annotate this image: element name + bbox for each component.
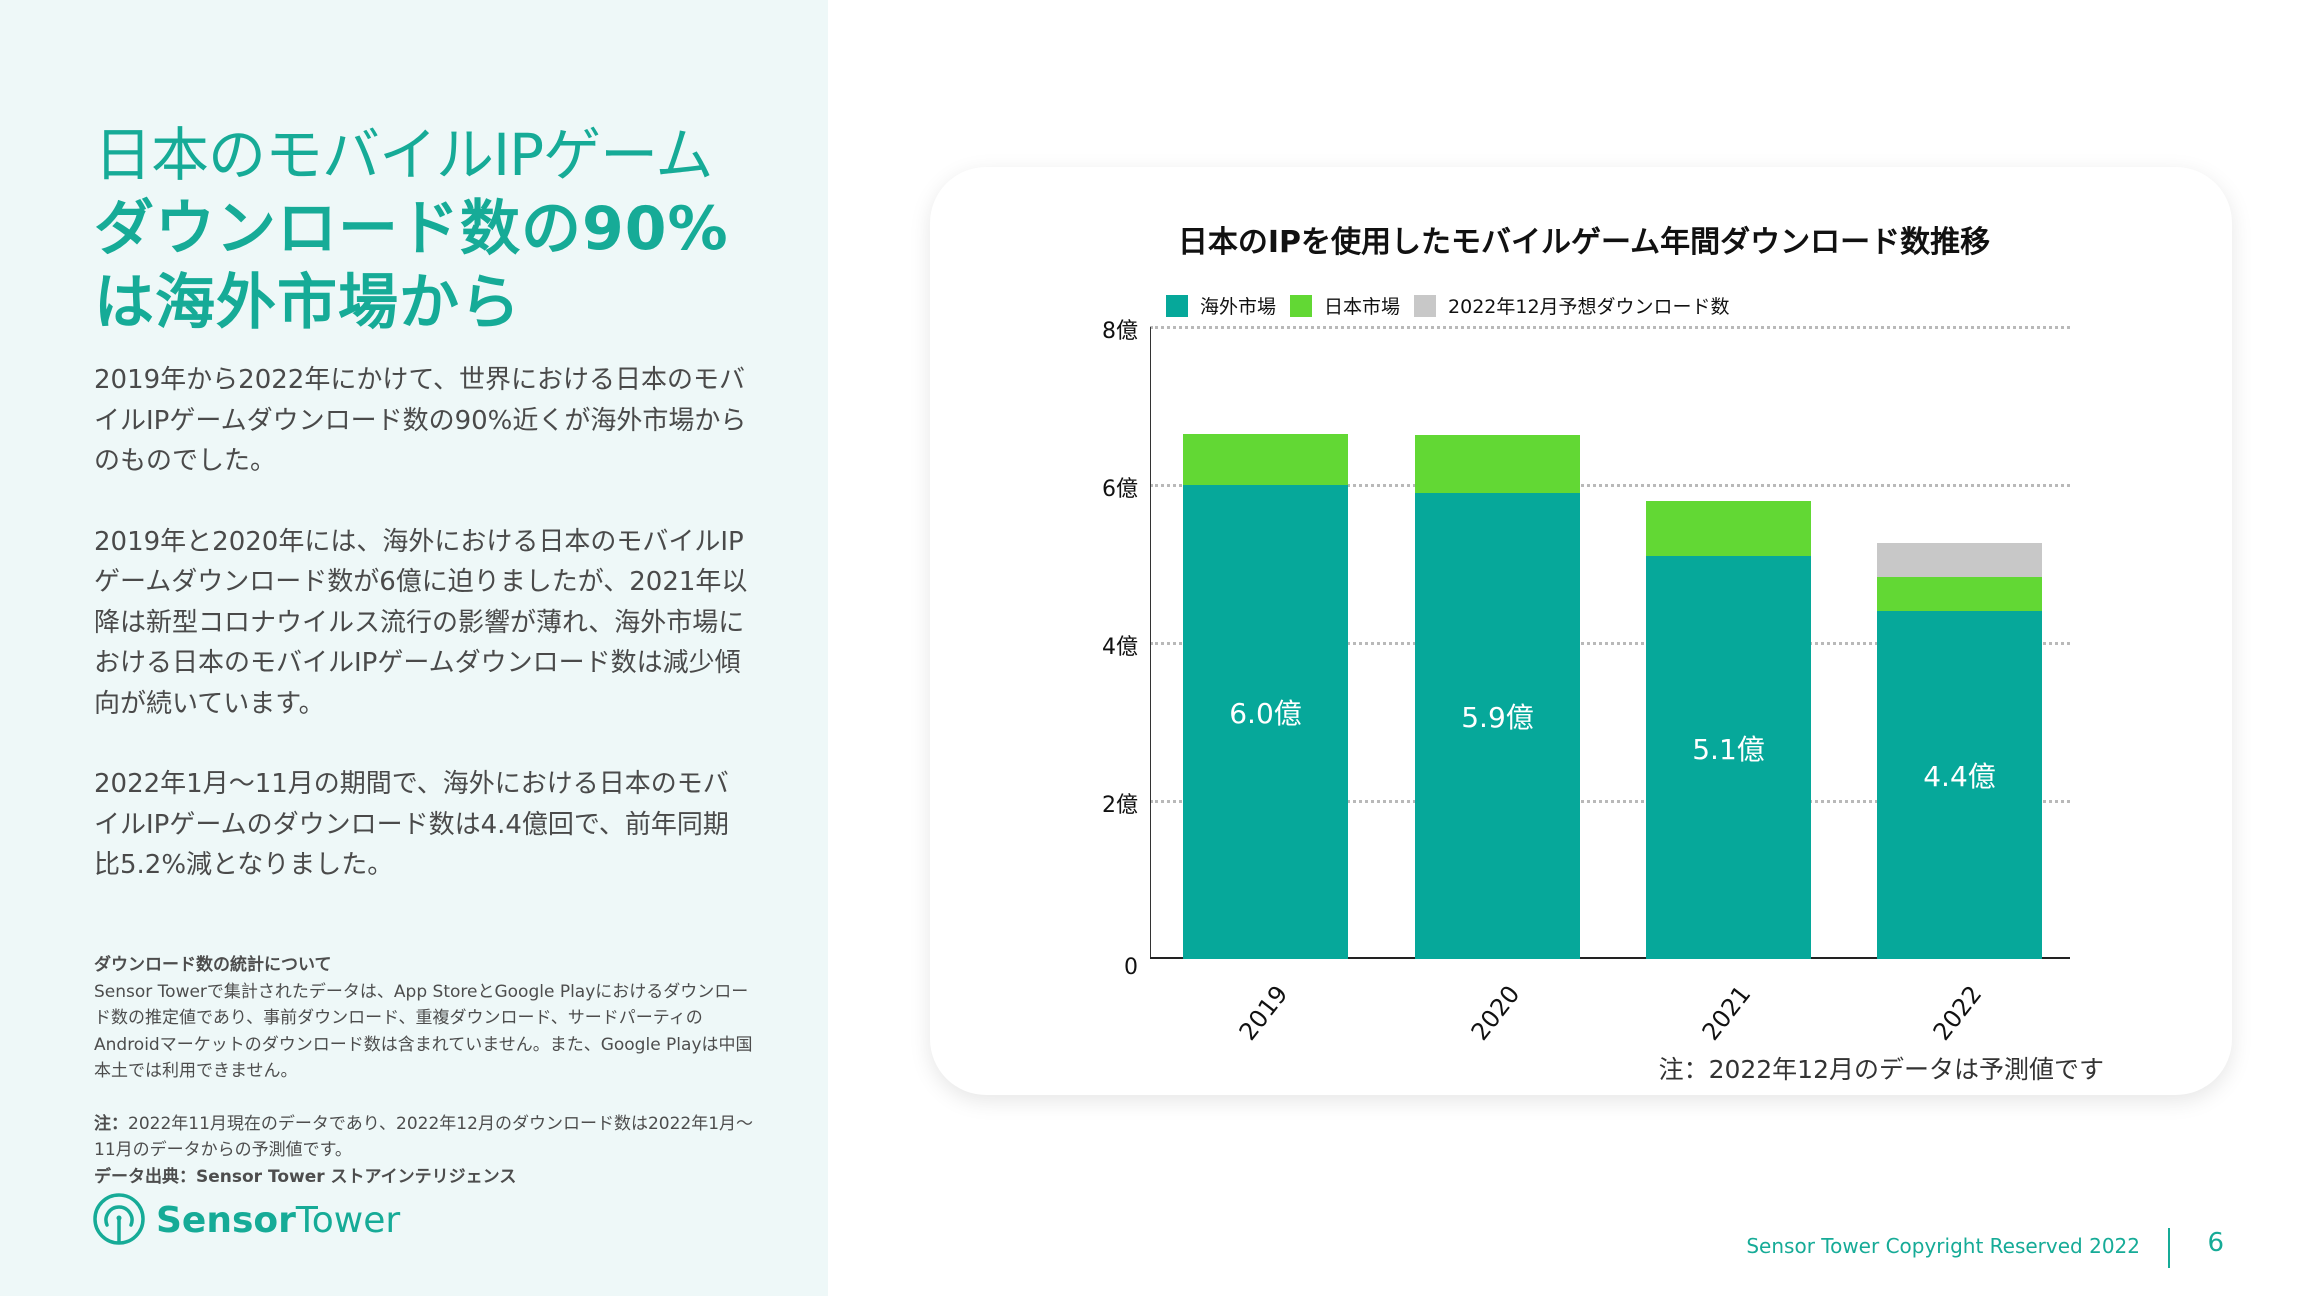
bar-segment-overseas xyxy=(1183,485,1348,959)
x-tick-label: 2019 xyxy=(1233,980,1294,1046)
bar-segment-overseas xyxy=(1646,556,1811,959)
bar-segment-japan xyxy=(1183,434,1348,485)
gridline xyxy=(1150,484,2070,487)
bar-2019: 6.0億 xyxy=(1183,434,1348,959)
notes: ダウンロード数の統計について Sensor Towerで集計されたデータは、Ap… xyxy=(94,952,754,1190)
page-number: 6 xyxy=(2207,1228,2224,1258)
logo-text-bold: Sensor xyxy=(156,1200,296,1241)
notes-forecast-note: 注：2022年11月現在のデータであり、2022年12月のダウンロード数は202… xyxy=(94,1111,754,1164)
y-tick-label: 6億 xyxy=(1102,477,1138,502)
sensor-tower-logo-icon xyxy=(92,1192,146,1250)
bar-segment-forecast xyxy=(1877,542,2042,578)
y-axis xyxy=(1150,327,1151,959)
headline-line-1: 日本のモバイルIPゲーム xyxy=(94,121,713,189)
legend-item-forecast: 2022年12月予想ダウンロード数 xyxy=(1414,292,1730,319)
body-text: 2019年から2022年にかけて、世界における日本のモバイルIPゲームダウンロー… xyxy=(94,360,754,926)
chart-title: 日本のIPを使用したモバイルゲーム年間ダウンロード数推移 xyxy=(1177,225,1991,260)
legend-item-japan: 日本市場 xyxy=(1290,292,1400,319)
bar-segment-japan xyxy=(1646,500,1811,557)
notes-heading: ダウンロード数の統計について xyxy=(94,955,332,975)
y-tick-label: 2億 xyxy=(1102,793,1138,818)
x-tick-label: 2022 xyxy=(1927,980,1988,1046)
bar-value-label: 4.4億 xyxy=(1923,760,1996,794)
bar-value-label: 6.0億 xyxy=(1229,697,1302,730)
note-text: 2022年11月現在のデータであり、2022年12月のダウンロード数は2022年… xyxy=(94,1113,754,1161)
chart-plot-area: SensorTower 02億4億6億8億6.0億20195.9億20205.1… xyxy=(1102,319,2138,1046)
gridline xyxy=(1150,326,2070,329)
x-axis xyxy=(1150,957,2070,959)
bar-2021: 5.1億 xyxy=(1646,500,1811,959)
bar-segment-overseas xyxy=(1415,492,1580,959)
legend-swatch-japan xyxy=(1290,294,1313,317)
footer: Sensor Tower Copyright Reserved 2022 6 xyxy=(1704,1228,2304,1278)
gridline xyxy=(1150,642,2070,645)
body-paragraph-1: 2019年から2022年にかけて、世界における日本のモバイルIPゲームダウンロー… xyxy=(94,365,747,476)
chart-footnote: 注：2022年12月のデータは予測値です xyxy=(1658,1055,2104,1084)
note-label: 注： xyxy=(94,1113,128,1134)
bar-value-label: 5.1億 xyxy=(1692,732,1765,766)
bar-2022: 4.4億 xyxy=(1877,542,2042,959)
footer-divider xyxy=(2168,1228,2170,1268)
y-tick-label: 0 xyxy=(1124,955,1138,980)
bar-segment-japan xyxy=(1877,577,2042,612)
left-panel: 日本のモバイルIPゲーム ダウンロード数の90% は海外市場から 2019年から… xyxy=(0,0,828,1296)
legend-item-overseas: 海外市場 xyxy=(1166,292,1276,319)
legend-label-overseas: 海外市場 xyxy=(1200,296,1277,318)
headline-line-3: は海外市場から xyxy=(94,268,521,338)
bar-segment-japan xyxy=(1415,435,1580,493)
legend-swatch-overseas xyxy=(1166,294,1188,317)
x-tick-label: 2021 xyxy=(1696,980,1757,1046)
body-paragraph-3: 2022年1月～11月の期間で、海外における日本のモバイルIPゲームのダウンロー… xyxy=(94,769,729,880)
data-source: データ出典：Sensor Tower ストアインテリジェンス xyxy=(94,1166,517,1187)
y-tick-label: 4億 xyxy=(1102,635,1138,660)
bar-value-label: 5.9億 xyxy=(1461,700,1534,734)
gridline xyxy=(1150,800,2070,803)
chart-card: 日本のIPを使用したモバイルゲーム年間ダウンロード数推移 海外市場 日本市場 2… xyxy=(930,167,2232,1095)
headline: 日本のモバイルIPゲーム ダウンロード数の90% は海外市場から xyxy=(94,118,794,340)
legend-label-forecast: 2022年12月予想ダウンロード数 xyxy=(1448,296,1730,318)
headline-line-2: ダウンロード数の90% xyxy=(94,194,729,264)
bar-2020: 5.9億 xyxy=(1415,435,1580,959)
copyright: Sensor Tower Copyright Reserved 2022 xyxy=(1746,1234,2140,1258)
logo-text-light: Tower xyxy=(295,1200,401,1241)
legend-label-japan: 日本市場 xyxy=(1324,296,1401,318)
bar-segment-overseas xyxy=(1877,611,2042,959)
y-tick-label: 8億 xyxy=(1102,319,1138,344)
sensor-tower-logo: SensorTower xyxy=(92,1192,400,1250)
legend-swatch-forecast xyxy=(1414,294,1437,317)
chart-legend: 海外市場 日本市場 2022年12月予想ダウンロード数 xyxy=(1166,292,1744,319)
notes-methodology: Sensor Towerで集計されたデータは、App StoreとGoogle … xyxy=(94,981,753,1082)
body-paragraph-2: 2019年と2020年には、海外における日本のモバイルIPゲームダウンロード数が… xyxy=(94,526,748,719)
x-tick-label: 2020 xyxy=(1465,980,1526,1046)
